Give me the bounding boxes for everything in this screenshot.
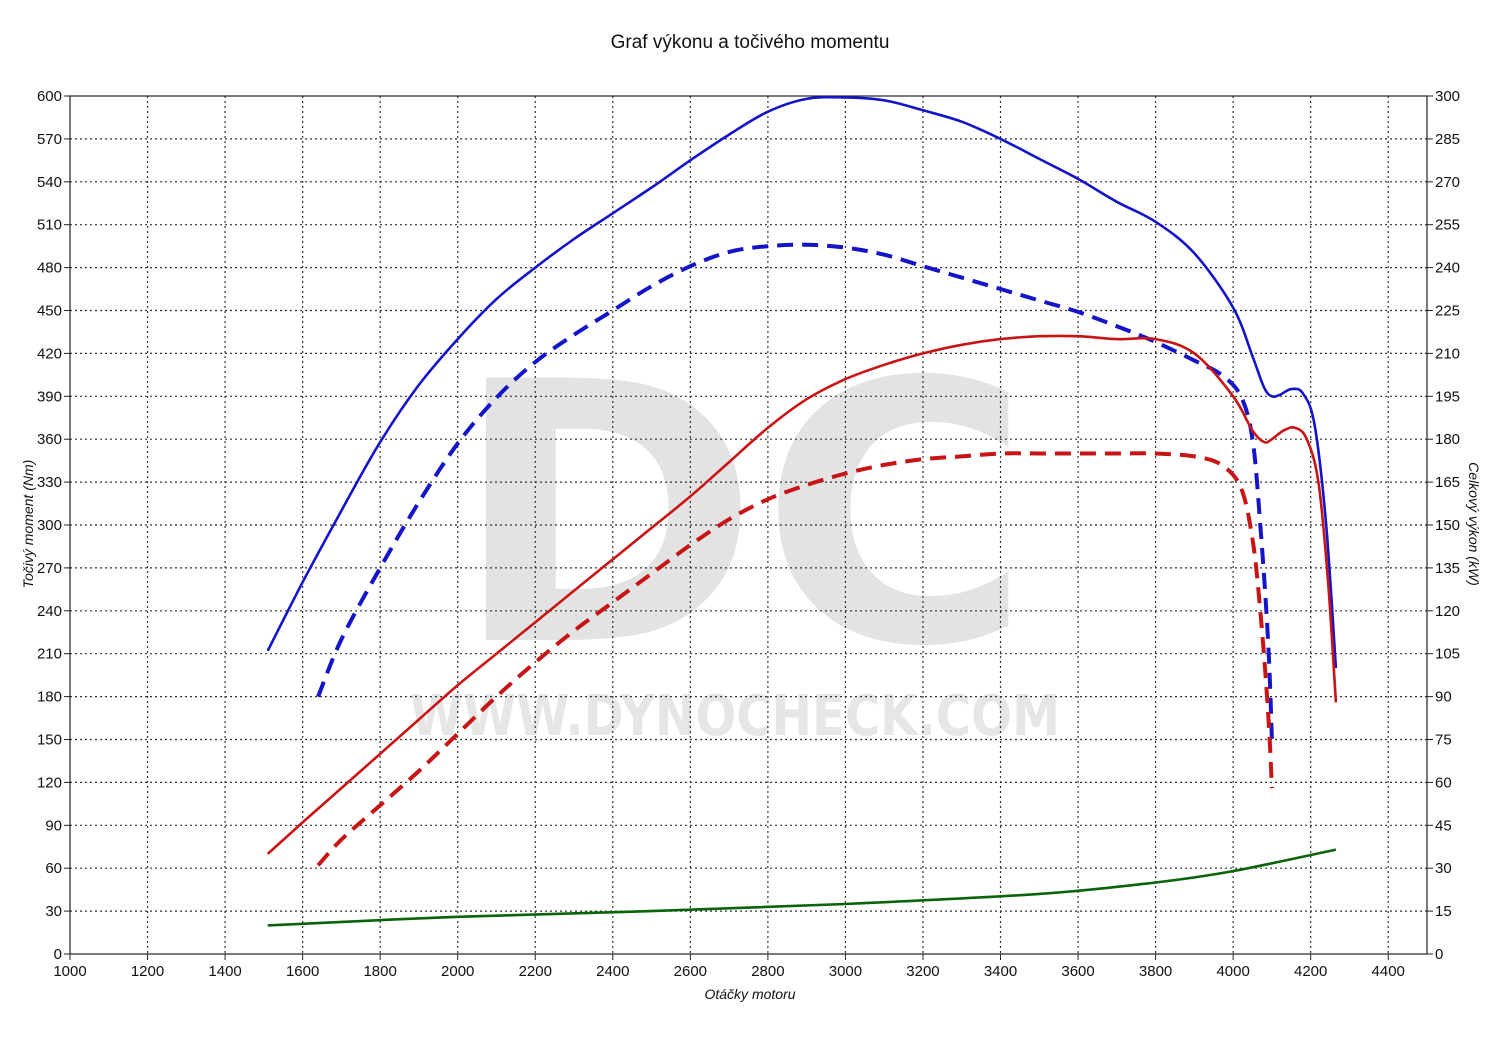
y-right-tick-label: 270 [1435,174,1460,191]
y-left-tick-label: 240 [37,603,62,620]
y-right-tick-label: 150 [1435,517,1460,534]
x-tick-label: 3400 [984,963,1017,980]
x-axis-ticks: 1000 1200 1400 1600 1800 2000 2200 2400 2600 2800… [53,954,1405,980]
x-tick-label: 1800 [363,963,396,980]
torque-tuned-line [266,95,1338,669]
y-right-tick-label: 195 [1435,388,1460,405]
y-right-tick-label: 30 [1435,860,1452,877]
y-right-tick-label: 105 [1435,646,1460,663]
x-tick-label: 3800 [1139,963,1172,980]
power-tuned-line [266,334,1338,855]
y-left-tick-label: 510 [37,217,62,234]
y-right-tick-label: 255 [1435,217,1460,234]
y-right-tick-label: 210 [1435,345,1460,362]
y-left-tick-label: 300 [37,517,62,534]
x-tick-label: 1200 [131,963,164,980]
y-left-tick-label: 210 [37,646,62,663]
y-left-tick-label: 120 [37,774,62,791]
y-left-tick-label: 0 [54,946,62,963]
watermark-logo: DC [452,306,1032,725]
chart-title: Graf výkonu a točivého momentu [610,32,890,53]
x-tick-label: 3600 [1061,963,1094,980]
y-left-tick-label: 540 [37,174,62,191]
y-right-tick-label: 225 [1435,303,1460,320]
x-tick-label: 2200 [519,963,552,980]
y-right-tick-label: 300 [1435,88,1460,105]
y-axis-right-ticks: 0 15 30 45 60 75 90 105 120 135 150 165 180 195 210 225… [1427,88,1460,963]
loss-line [267,848,1337,927]
x-tick-label: 2400 [596,963,629,980]
y-left-tick-label: 570 [37,131,62,148]
y-axis-left-ticks: 0 30 60 90 120 150 180 210 240 270 300 330 360 390 420… [37,88,70,963]
y-right-tick-label: 240 [1435,260,1460,277]
y-right-tick-label: 75 [1435,732,1452,749]
power-stock-line [316,451,1274,867]
y-left-tick-label: 450 [37,303,62,320]
x-tick-label: 2800 [751,963,784,980]
x-tick-label: 4200 [1294,963,1327,980]
y-right-tick-label: 0 [1435,946,1443,963]
y-axis-right-label: Celkový výkon (kW) [1466,462,1482,586]
series-lines [266,95,1338,927]
x-tick-label: 1400 [208,963,241,980]
y-right-tick-label: 165 [1435,474,1460,491]
x-tick-label: 1600 [286,963,319,980]
grid-lines [70,96,1427,954]
y-right-tick-label: 15 [1435,903,1452,920]
y-left-tick-label: 420 [37,345,62,362]
x-tick-label: 3200 [906,963,939,980]
x-tick-label: 3000 [829,963,862,980]
y-right-tick-label: 90 [1435,689,1452,706]
y-right-tick-label: 45 [1435,817,1452,834]
x-tick-label: 1000 [53,963,86,980]
y-axis-left-label: Točivý moment (Nm) [20,460,36,589]
x-tick-label: 4000 [1216,963,1249,980]
x-tick-label: 4400 [1372,963,1405,980]
y-left-tick-label: 90 [45,817,62,834]
watermark-url: WWW.DYNOCHECK.COM [410,684,1060,749]
y-left-tick-label: 480 [37,260,62,277]
x-tick-label: 2600 [674,963,707,980]
torque-stock-line [316,242,1274,740]
dynocheck-watermark: DC WWW.DYNOCHECK.COM [410,306,1060,749]
y-right-tick-label: 135 [1435,560,1460,577]
y-left-tick-label: 30 [45,903,62,920]
y-left-tick-label: 390 [37,388,62,405]
y-left-tick-label: 330 [37,474,62,491]
y-left-tick-label: 60 [45,860,62,877]
y-left-tick-label: 360 [37,431,62,448]
y-right-tick-label: 60 [1435,774,1452,791]
y-left-tick-label: 600 [37,88,62,105]
y-right-tick-label: 120 [1435,603,1460,620]
axis-labels: Otáčky motoru Točivý moment (Nm) Celkový… [20,460,1482,1002]
y-left-tick-label: 270 [37,560,62,577]
y-right-tick-label: 180 [1435,431,1460,448]
y-left-tick-label: 150 [37,732,62,749]
y-left-tick-label: 180 [37,689,62,706]
x-axis-label: Otáčky motoru [704,986,795,1002]
y-right-tick-label: 285 [1435,131,1460,148]
x-tick-label: 2000 [441,963,474,980]
